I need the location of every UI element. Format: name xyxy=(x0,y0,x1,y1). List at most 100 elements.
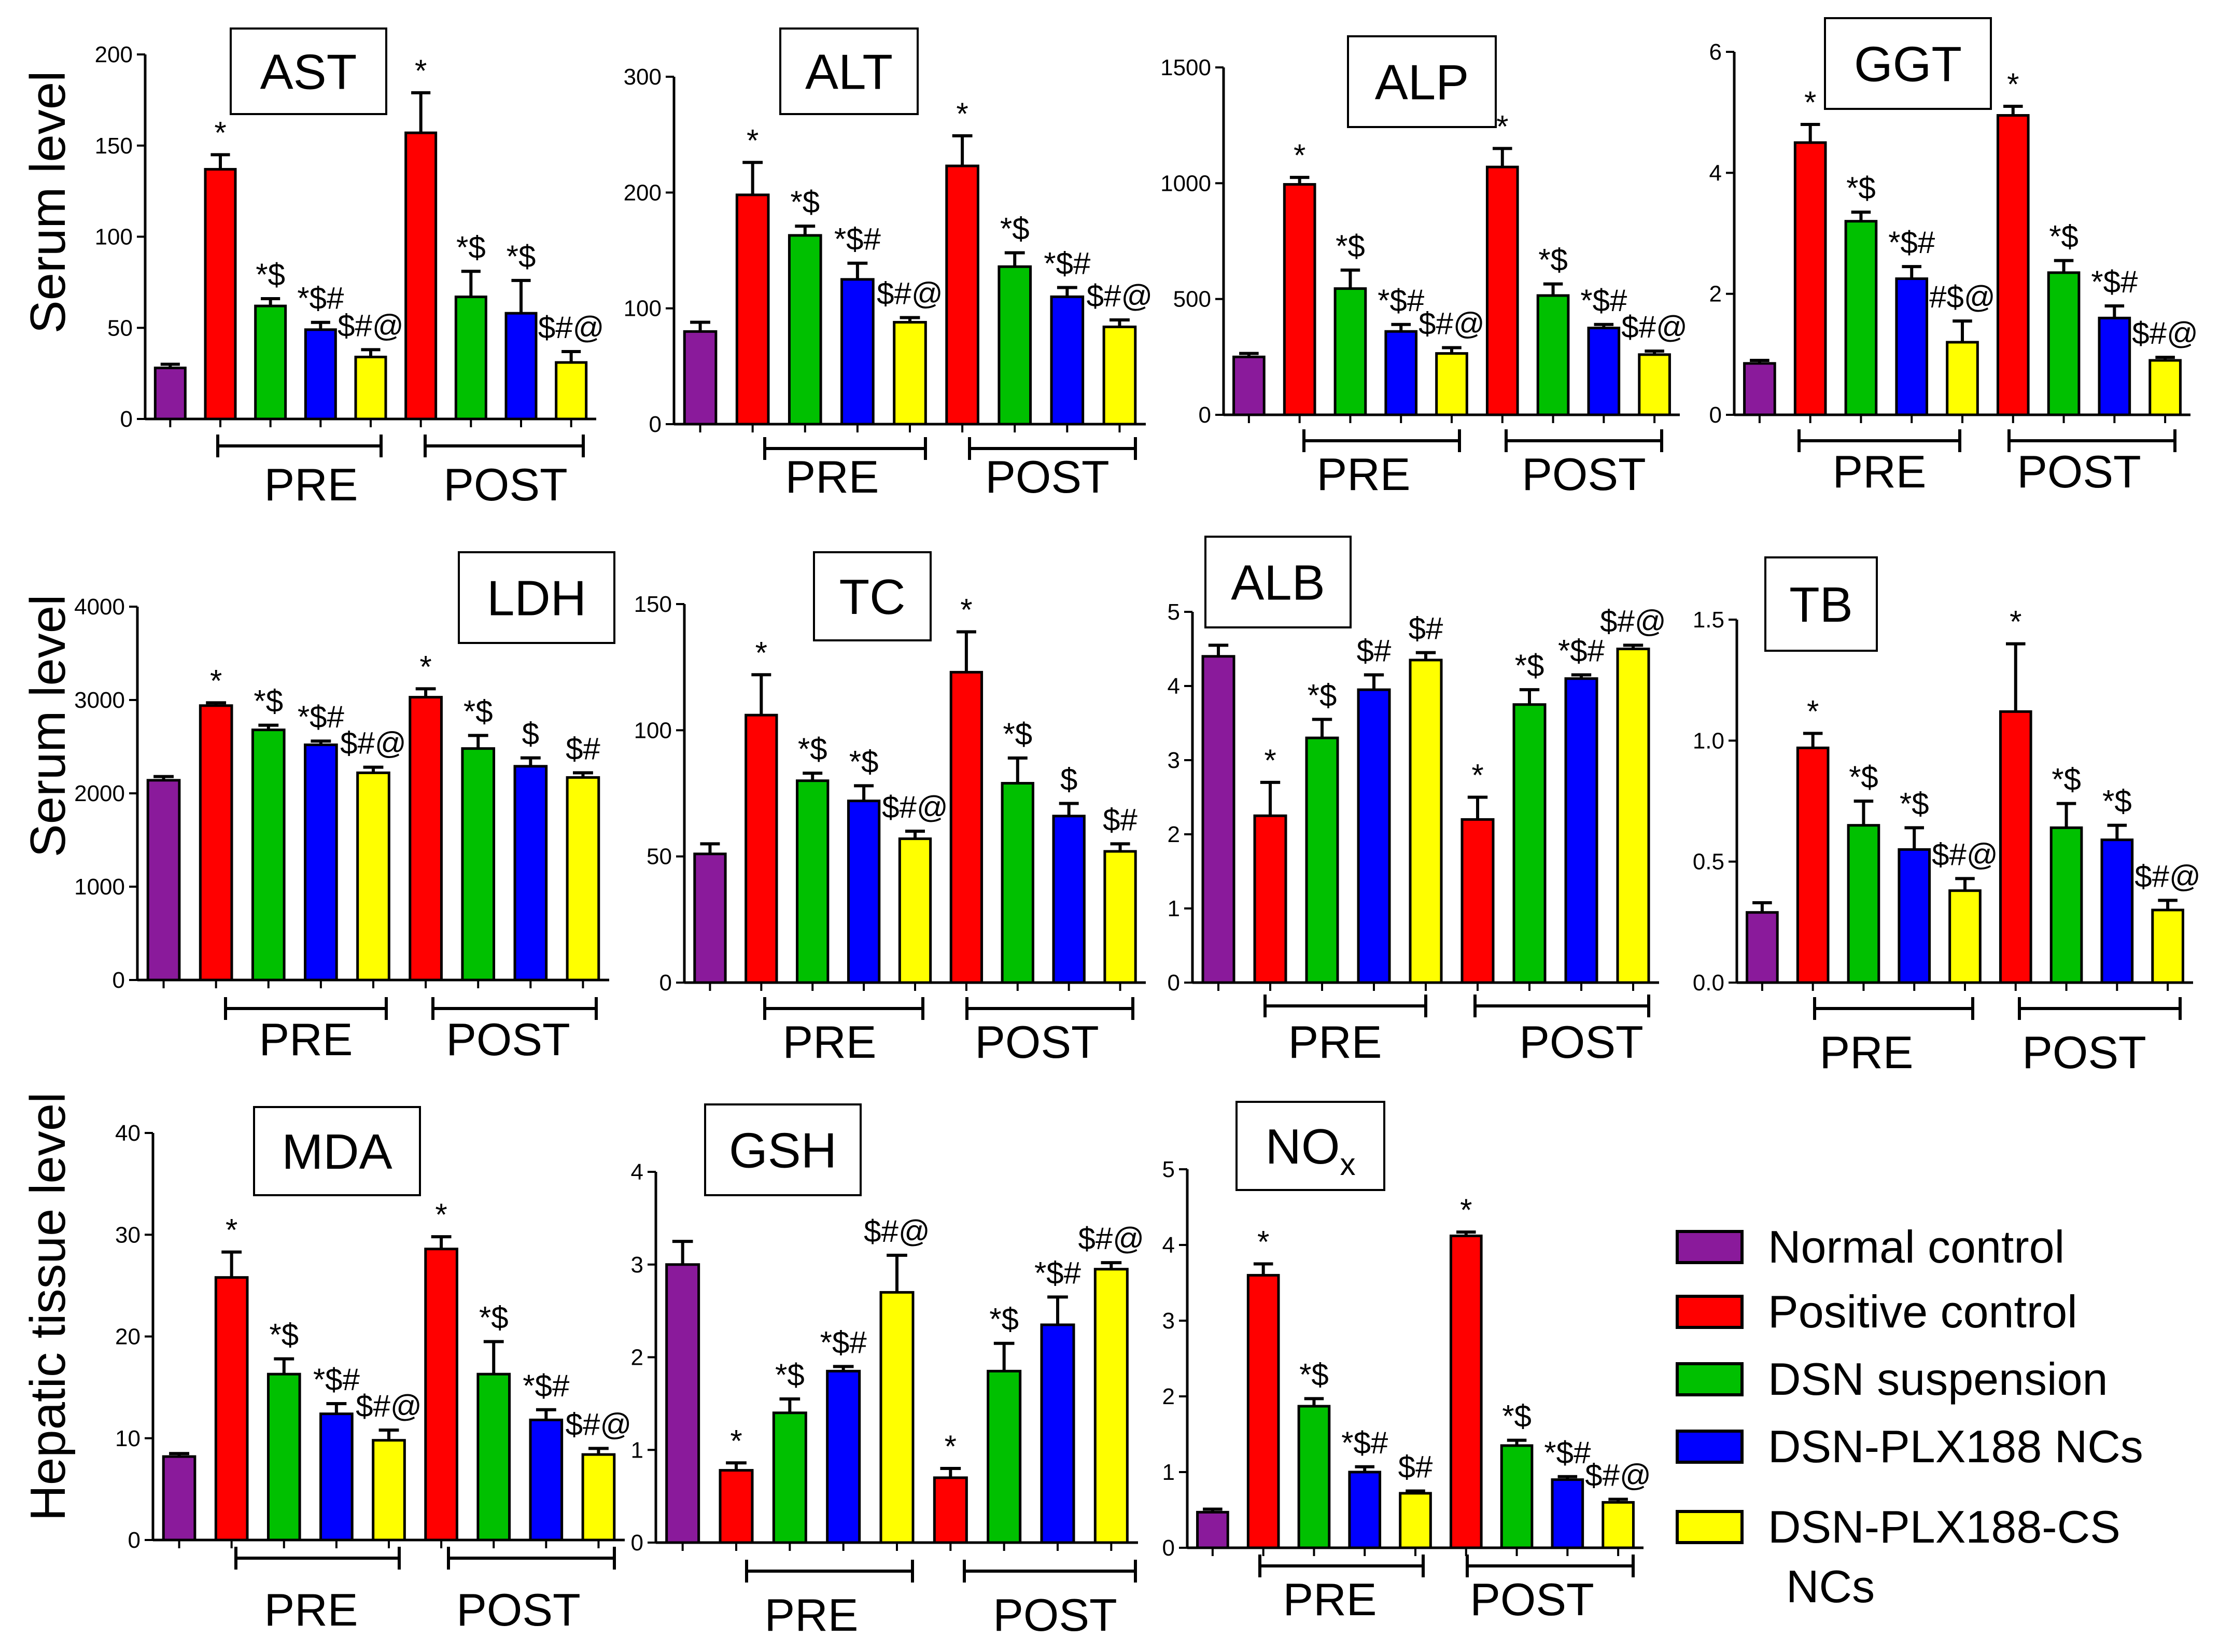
group-label-post: POST xyxy=(975,1016,1099,1068)
bar xyxy=(1587,327,1621,416)
bar xyxy=(1232,355,1266,416)
significance-label: $#@ xyxy=(1078,1221,1145,1256)
significance-label: *$ xyxy=(507,239,536,274)
y-tick-label: 2000 xyxy=(74,781,125,806)
group-label-pre: PRE xyxy=(1317,449,1411,500)
significance-label: $#@ xyxy=(1600,604,1666,638)
group-label-pre: PRE xyxy=(1288,1016,1382,1068)
chart-ggt: 0 2 4 6 * *$ *$# #$@ * *$ *$# $#@ PRE POST GGT xyxy=(1709,17,2198,497)
significance-label: *$# xyxy=(834,222,881,257)
legend-swatch xyxy=(1676,1295,1744,1329)
significance-label: $#@ xyxy=(864,1214,930,1249)
significance-label: * xyxy=(1264,743,1276,778)
significance-label: *$# xyxy=(298,699,345,734)
y-tick-label: 3 xyxy=(1162,1308,1175,1334)
significance-label: $#@ xyxy=(1419,306,1485,341)
chart-title: AST xyxy=(260,45,357,100)
significance-label: * xyxy=(226,1213,237,1248)
bar xyxy=(1500,1444,1534,1549)
y-tick-label: 300 xyxy=(624,64,662,90)
significance-label: #$@ xyxy=(1929,279,1996,314)
legend-label-line2: NCs xyxy=(1786,1561,1875,1612)
significance-label: * xyxy=(755,635,767,670)
bar xyxy=(1102,325,1137,426)
significance-label: * xyxy=(945,1429,957,1464)
legend-swatch xyxy=(1676,1362,1744,1396)
bar xyxy=(513,765,548,982)
title-box xyxy=(813,551,932,641)
significance-label: $#@ xyxy=(1585,1458,1651,1493)
legend-swatch xyxy=(1676,1230,1744,1264)
y-tick-label: 0 xyxy=(1709,402,1722,428)
legend-label: DSN-PLX188-CS xyxy=(1768,1501,2120,1552)
bar xyxy=(1201,655,1235,984)
title-box xyxy=(779,27,919,115)
bar xyxy=(199,704,233,982)
y-tick-label: 1500 xyxy=(1160,55,1211,80)
significance-label: $ xyxy=(1060,762,1077,796)
y-tick-label: 50 xyxy=(647,844,672,870)
significance-label: $#@ xyxy=(1621,310,1688,344)
bar xyxy=(788,234,822,426)
y-tick-label: 4 xyxy=(1168,674,1180,699)
y-tick-label: 3 xyxy=(1168,748,1180,773)
y-tick-label: 1 xyxy=(1168,896,1180,921)
legend-swatch xyxy=(1676,1430,1744,1464)
bar xyxy=(1093,1268,1129,1544)
chart-title-subscript: x xyxy=(1340,1147,1356,1182)
bar xyxy=(153,367,187,421)
bar xyxy=(1348,1471,1382,1549)
legend-swatch xyxy=(1676,1510,1744,1544)
chart-title: GGT xyxy=(1854,37,1962,92)
y-tick-label: 1.5 xyxy=(1693,607,1724,633)
legend-label: Normal control xyxy=(1768,1221,2065,1272)
row-label-serum-top: Serum level xyxy=(20,71,76,334)
bar xyxy=(1357,688,1391,984)
y-tick-label: 3 xyxy=(631,1252,643,1278)
y-tick-label: 50 xyxy=(107,315,133,341)
significance-label: * xyxy=(1294,138,1305,173)
significance-label: $# xyxy=(1357,634,1392,668)
significance-label: *$# xyxy=(1044,246,1091,281)
significance-label: *$# xyxy=(297,281,344,316)
group-label-post: POST xyxy=(993,1589,1117,1641)
y-tick-label: 4 xyxy=(631,1159,643,1185)
significance-label: *$# xyxy=(313,1362,360,1397)
bar xyxy=(840,278,875,426)
significance-label: * xyxy=(960,593,972,627)
legend: Normal control Positive control DSN suspen… xyxy=(1676,1221,2143,1612)
y-tick-label: 30 xyxy=(115,1222,141,1248)
y-tick-label: 0 xyxy=(128,1528,141,1553)
significance-label: *$ xyxy=(1900,786,1929,821)
bar xyxy=(204,167,237,421)
bar xyxy=(826,1369,861,1544)
y-tick-label: 0 xyxy=(120,407,133,432)
bar xyxy=(987,1369,1022,1544)
significance-label: * xyxy=(1471,758,1483,793)
bar xyxy=(1898,848,1931,984)
bar xyxy=(1564,677,1598,984)
bar xyxy=(251,729,286,982)
y-tick-label: 2 xyxy=(1709,282,1722,307)
title-box xyxy=(1824,17,1992,110)
bar xyxy=(898,837,932,984)
group-label-post: POST xyxy=(1470,1574,1594,1625)
significance-label: *$ xyxy=(2049,219,2078,254)
group-label-pre: PRE xyxy=(1833,446,1927,497)
y-tick-label: 100 xyxy=(634,718,672,743)
significance-label: *$# xyxy=(523,1368,570,1403)
bar xyxy=(1305,736,1339,984)
significance-label: $# xyxy=(566,731,600,766)
y-tick-label: 1000 xyxy=(1160,171,1211,196)
bar xyxy=(1435,352,1468,416)
bar xyxy=(1297,1405,1331,1549)
bar xyxy=(998,265,1032,426)
group-label-pre: PRE xyxy=(783,1016,877,1068)
significance-label: *$ xyxy=(798,732,827,766)
significance-label: $#@ xyxy=(2134,859,2201,893)
